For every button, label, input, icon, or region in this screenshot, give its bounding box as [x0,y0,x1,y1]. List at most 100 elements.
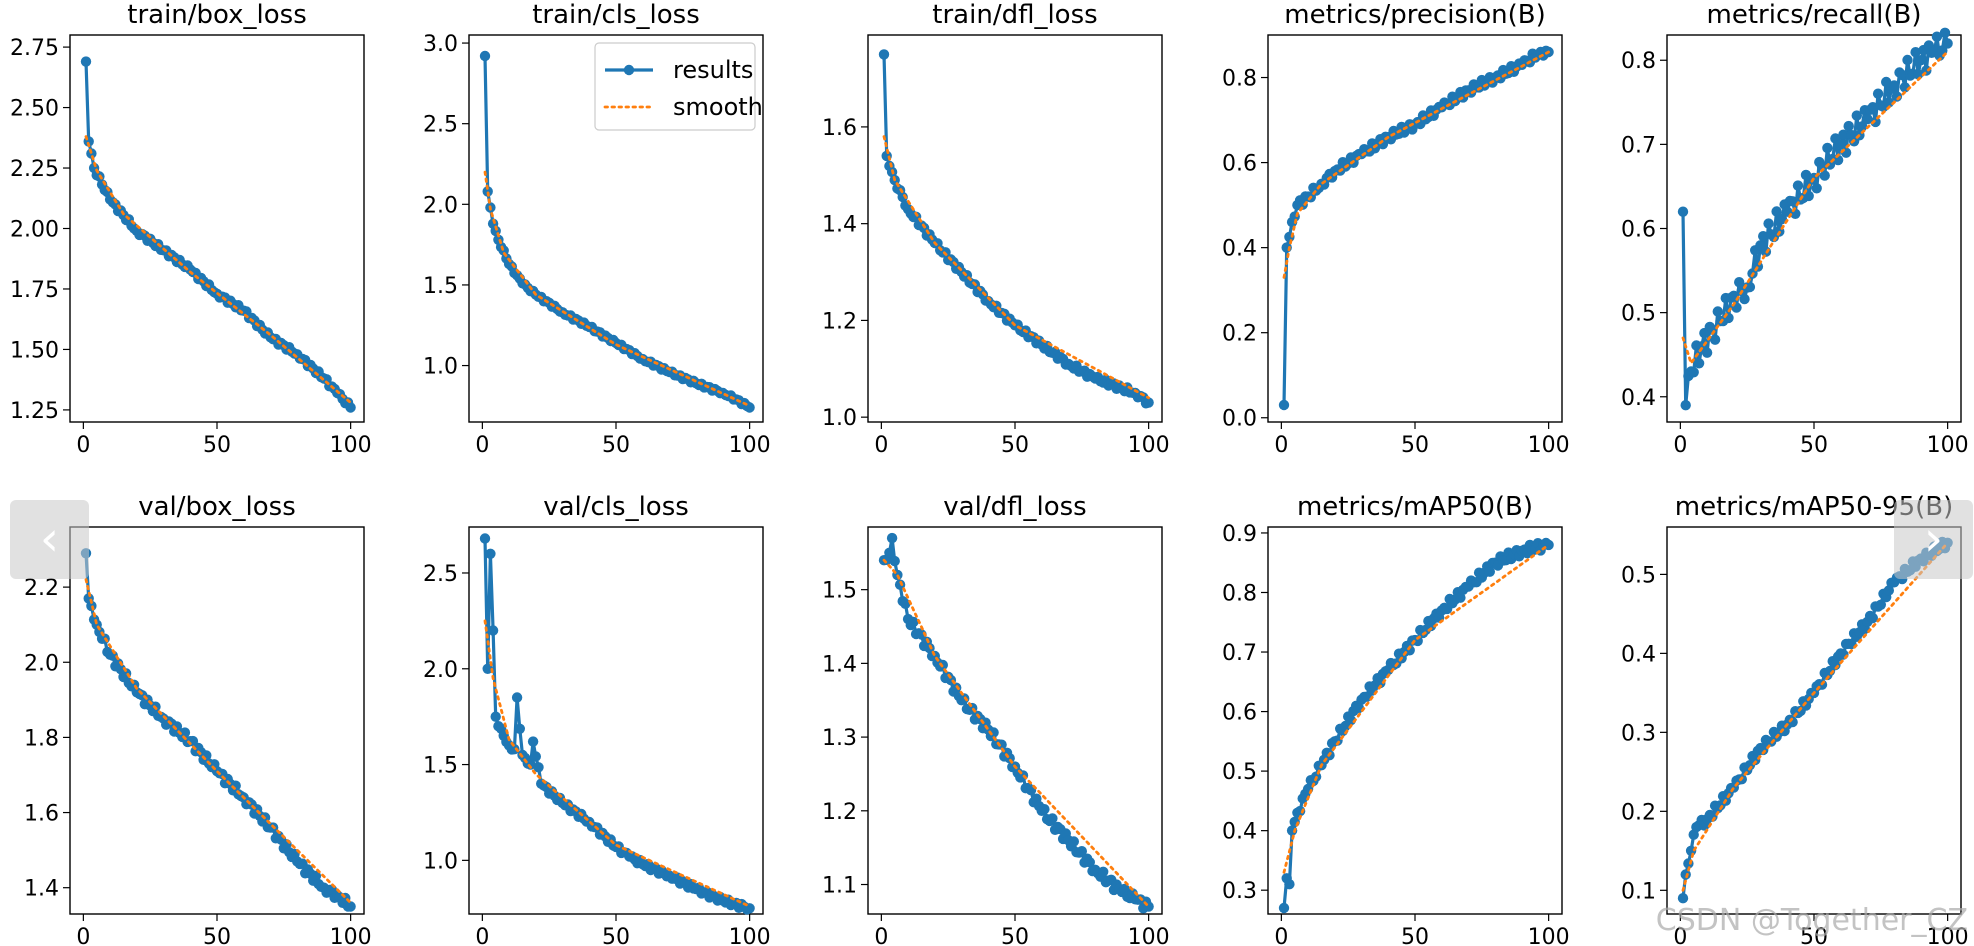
results-point [310,870,322,882]
results-point [1792,180,1804,191]
results-point [1677,893,1689,904]
results-point [479,533,491,544]
results-point [1867,102,1879,113]
y-tick-label: 0.8 [1222,67,1257,92]
y-tick-label: 0.2 [1621,800,1656,825]
x-tick-label: 100 [1128,433,1170,458]
y-tick-label: 1.50 [10,338,59,363]
results-point [1758,231,1769,242]
results-point [487,625,499,636]
results-point [525,759,536,770]
results-point [1680,869,1691,880]
y-tick-label: 0.9 [1222,522,1257,547]
y-tick-label: 0.4 [1222,237,1257,262]
results-point [179,727,191,738]
x-tick-label: 50 [602,433,630,458]
results-point [924,642,935,654]
results-point [1851,110,1863,121]
y-tick-label: 1.5 [822,579,857,604]
results-point [1902,54,1913,66]
results-point [1872,88,1884,99]
results-point [1677,206,1689,217]
results-point [1843,120,1854,132]
y-tick-label: 1.6 [822,116,857,141]
results-point [533,762,544,773]
results-point [1680,400,1691,411]
chart-panel: train/cls_loss 0 50 100 1.0 1.5 2.0 2.5 3.0 resul… [423,0,771,458]
results-series-line [84,61,353,409]
plot-frame [69,34,365,423]
chart-title: train/box_loss [127,0,307,30]
chevron-right-icon: › [1923,511,1944,567]
results-point [1047,813,1058,824]
next-button[interactable]: › [1894,500,1973,579]
plot-frame [867,526,1163,915]
results-point [878,49,890,60]
results-point [1811,183,1822,194]
results-point [1404,645,1415,656]
watermark: CSDN @Together_CZ [1655,903,1968,938]
chart-panel: metrics/recall(B) 0 50 100 0.4 0.5 0.6 0.7 0.8 [1621,0,1969,458]
chart-panel: val/dfl_loss 0 50 100 1.1 1.2 1.3 1.4 1.5 [822,492,1170,946]
y-tick-label: 2.25 [10,157,59,182]
chart-title: train/cls_loss [532,0,700,30]
chart-panel: metrics/precision(B) 0 50 100 0.0 0.2 0.4 0.6 0.… [1222,0,1570,458]
results-point [1832,154,1844,166]
y-tick-label: 2.75 [10,36,59,61]
results-point [1039,804,1050,815]
y-tick-label: 0.4 [1621,386,1656,411]
chart-panel: metrics/mAP50(B) 0 50 100 0.3 0.4 0.5 0.6 0.7 0.8… [1222,492,1570,946]
results-point [900,598,911,609]
results-series-line [1681,31,1950,407]
results-point [1819,170,1830,181]
x-tick-label: 0 [76,433,90,458]
plot-frame [69,526,365,915]
smooth-series-line [1681,50,1949,367]
y-tick-label: 1.4 [822,213,857,238]
results-series-line [1282,541,1550,909]
y-tick-label: 2.0 [423,658,458,683]
y-tick-label: 0.4 [1222,820,1257,845]
y-tick-label: 1.5 [423,754,458,779]
prev-button[interactable]: ‹ [10,500,89,579]
y-tick-label: 1.0 [423,849,458,874]
chart-title: train/dfl_loss [932,0,1097,30]
y-tick-label: 0.7 [1621,133,1656,158]
smooth-series-line [1282,50,1550,279]
results-point [527,736,539,747]
results-series-line [1681,540,1950,899]
x-tick-label: 100 [1927,925,1969,946]
results-point [886,532,898,544]
y-tick-label: 0.3 [1621,721,1656,746]
x-tick-label: 0 [76,925,90,946]
results-point [345,402,356,413]
y-tick-label: 1.5 [423,274,458,299]
x-tick-label: 50 [1001,925,1029,946]
y-tick-label: 2.00 [10,218,59,243]
plot-frame [867,34,1163,423]
y-tick-label: 0.6 [1621,218,1656,243]
y-tick-label: 2.5 [423,113,458,138]
y-tick-label: 2.50 [10,97,59,122]
y-tick-label: 2.0 [24,651,59,676]
results-point [1068,836,1080,847]
x-tick-label: 0 [874,925,888,946]
results-point [1709,334,1721,345]
x-tick-label: 0 [874,433,888,458]
results-point [1119,883,1130,895]
results-point [1278,902,1290,914]
results-point [530,751,541,762]
results-point [908,616,919,628]
x-tick-label: 50 [1800,925,1828,946]
y-tick-label: 0.1 [1621,879,1656,904]
results-point [1862,113,1873,125]
smooth-series-line [1681,541,1949,892]
y-tick-label: 1.4 [822,652,857,677]
results-point [514,723,525,734]
results-point [490,711,501,722]
y-tick-label: 0.5 [1222,760,1257,785]
results-point [485,548,496,559]
results-point [1758,744,1769,756]
results-point [345,901,356,912]
